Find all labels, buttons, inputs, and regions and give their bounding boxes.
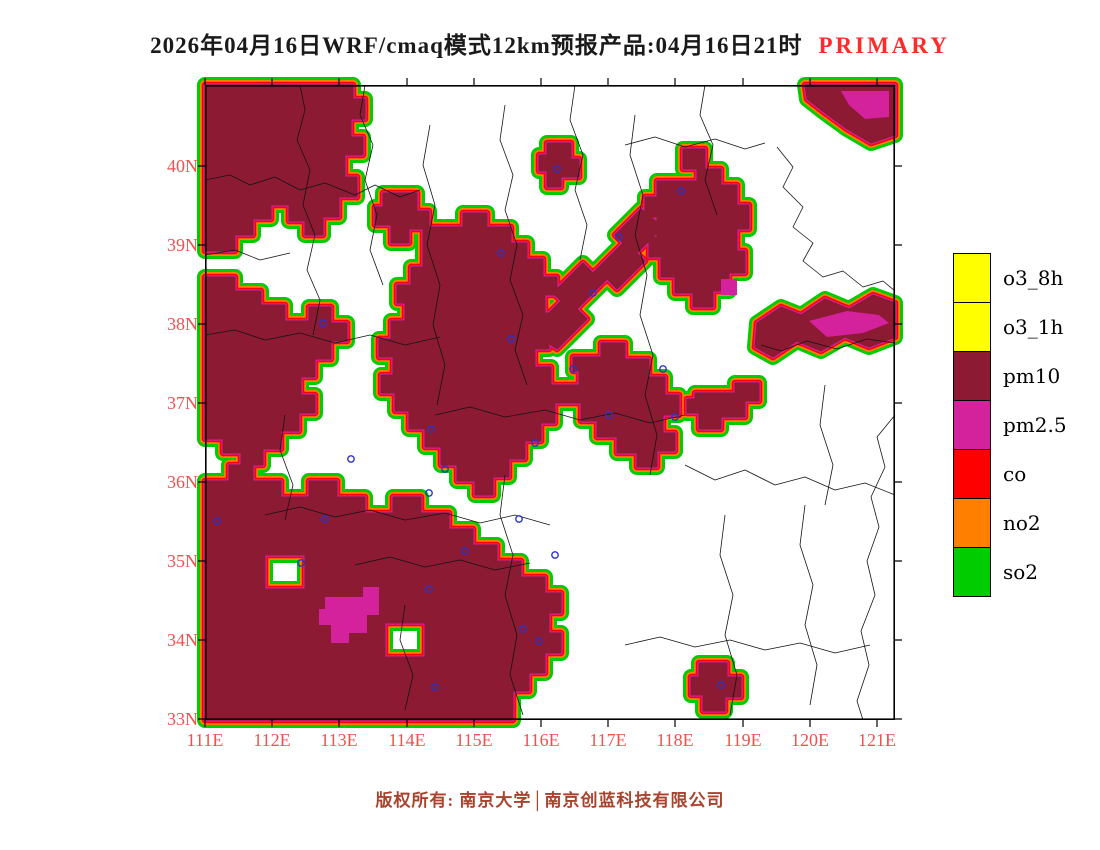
- page-title: 2026年04月16日WRF/cmaq模式12km预报产品:04月16日21时 P…: [0, 26, 1100, 60]
- copyright-footer: 版权所有: 南京大学│南京创蓝科技有限公司: [375, 791, 725, 810]
- legend-label: co: [1003, 462, 1027, 486]
- x-tick-label: 112E: [253, 730, 291, 750]
- x-tick-label: 118E: [656, 730, 694, 750]
- y-tick-label: 39N: [167, 235, 198, 255]
- x-tick-label: 121E: [858, 730, 896, 750]
- y-tick-label: 40N: [167, 156, 198, 176]
- title-highlight: PRIMARY: [818, 33, 950, 58]
- legend-item: o3_8h: [953, 253, 1067, 303]
- y-tick-label: 34N: [167, 630, 198, 650]
- legend-label: pm2.5: [1003, 413, 1067, 437]
- y-tick-label: 38N: [167, 314, 198, 334]
- legend-swatch-so2: [953, 547, 991, 597]
- legend-label: o3_1h: [1003, 315, 1064, 339]
- legend-item: so2: [953, 547, 1067, 597]
- boundary-lines: [204, 84, 896, 721]
- legend-swatch-no2: [953, 498, 991, 548]
- x-tick-label: 115E: [455, 730, 493, 750]
- legend-item: pm10: [953, 351, 1067, 401]
- x-tick-label: 116E: [522, 730, 560, 750]
- title-main: 2026年04月16日WRF/cmaq模式12km预报产品:04月16日21时: [150, 33, 803, 58]
- x-tick-label: 111E: [186, 730, 224, 750]
- legend-item: co: [953, 449, 1067, 499]
- legend-label: pm10: [1003, 364, 1061, 388]
- y-tick-label: 37N: [167, 393, 198, 413]
- x-tick-label: 119E: [724, 730, 762, 750]
- x-tick-label: 117E: [589, 730, 627, 750]
- legend-swatch-pm10: [953, 351, 991, 401]
- legend-item: no2: [953, 498, 1067, 548]
- x-tick-label: 113E: [320, 730, 358, 750]
- y-tick-label: 33N: [167, 709, 198, 729]
- legend-label: o3_8h: [1003, 266, 1064, 290]
- y-tick-label: 35N: [167, 551, 198, 571]
- forecast-map: [205, 85, 895, 720]
- legend-swatch-co: [953, 449, 991, 499]
- station-markers: [213, 165, 725, 691]
- x-tick-label: 114E: [388, 730, 426, 750]
- map-canvas: [205, 85, 895, 720]
- legend-label: no2: [1003, 511, 1041, 535]
- x-tick-label: 120E: [791, 730, 829, 750]
- legend-item: o3_1h: [953, 302, 1067, 352]
- legend-label: so2: [1003, 560, 1039, 584]
- axis-ticks: [198, 78, 902, 727]
- legend-swatch-o3_8h: [953, 253, 991, 303]
- legend-item: pm2.5: [953, 400, 1067, 450]
- pm25-region-layer: [319, 91, 889, 643]
- legend-swatch-o3_1h: [953, 302, 991, 352]
- legend-swatch-pm2.5: [953, 400, 991, 450]
- legend: o3_8h o3_1h pm10 pm2.5 co no2 so2: [953, 253, 1067, 597]
- map-frame: [205, 85, 896, 721]
- y-tick-label: 36N: [167, 472, 198, 492]
